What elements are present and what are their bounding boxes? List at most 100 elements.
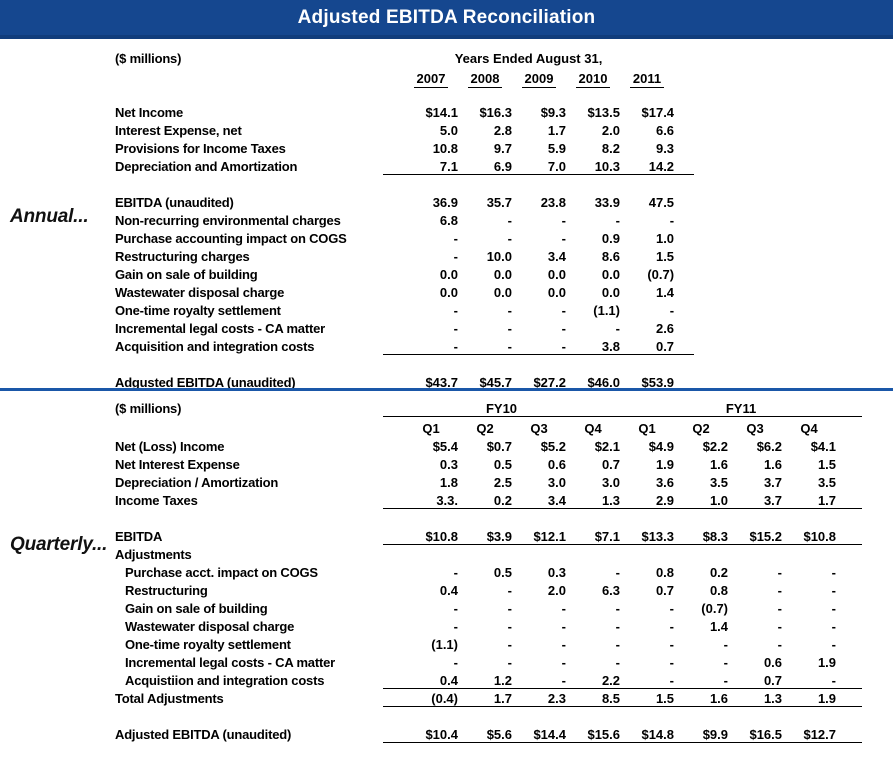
cell-value: 36.9	[432, 195, 458, 210]
cell-value: $15.2	[728, 526, 783, 545]
cell-value: -	[831, 637, 837, 652]
cell-value: -	[777, 565, 783, 580]
cell-value: -	[669, 637, 675, 652]
cell-value: -	[453, 321, 458, 336]
cell-value: $27.2	[533, 375, 566, 390]
quarter-column-header: Q4	[584, 421, 602, 436]
cell-value: 2.5	[493, 475, 512, 490]
cell-value: 5.0	[439, 123, 458, 138]
table-row: Depreciation / Amortization 1.8 2.5 3.0 3.0 3…	[115, 472, 862, 490]
cell-value: -	[669, 213, 675, 228]
cell-value: 10.8	[432, 141, 458, 156]
row-label: Restructuring charges	[115, 249, 250, 264]
cell-value: 8.5	[566, 688, 621, 707]
cell-value: 1.9	[817, 655, 837, 670]
table-row: Acquisition and integration costs - - -3.8 0…	[115, 336, 695, 355]
table-row: Interest Expense, net 5.0 2.8 1.7 2.0 6.6	[115, 120, 694, 138]
cell-value: 1.6	[763, 457, 783, 472]
cell-value: 1.0	[674, 490, 729, 509]
cell-value: 3.8	[566, 336, 620, 355]
cell-value: -	[723, 637, 729, 652]
cell-value: 0.7	[601, 457, 621, 472]
cell-value: $45.7	[479, 375, 512, 390]
cell-value: $14.4	[512, 724, 566, 743]
table-row: Purchase accounting impact on COGS - - - 0.9…	[115, 228, 694, 246]
quarterly-fiscal-year-row: ($ millions) FY10 FY11	[115, 396, 863, 417]
year-column-header: 2011	[620, 66, 674, 88]
cell-value: $13.3	[620, 526, 675, 545]
cell-value: (1.1)	[593, 303, 620, 318]
cell-value: -	[615, 601, 621, 616]
cell-value: 1.5	[655, 249, 675, 264]
cell-value: 0.2	[458, 490, 512, 509]
row-label: Incremental legal costs - CA matter	[115, 321, 325, 336]
cell-value: 0.3	[547, 565, 566, 580]
table-row: Provisions for Income Taxes 10.8 9.7 5.9 8.2…	[115, 138, 694, 156]
cell-value: 1.6	[674, 688, 729, 707]
year-column-header: 2008	[458, 66, 512, 88]
row-label: Provisions for Income Taxes	[115, 141, 286, 156]
row-label: EBITDA (unaudited)	[115, 195, 234, 210]
cell-value: -	[507, 655, 512, 670]
cell-value: -	[561, 637, 566, 652]
annual-ebitda-table: ($ millions) Years Ended August 31, 2007…	[115, 46, 695, 390]
cell-value: -	[561, 231, 566, 246]
cell-value: $43.7	[425, 375, 458, 390]
table-row: Gain on sale of building 0.0 0.0 0.0 0.0 (0.7…	[115, 264, 694, 282]
cell-value: $2.2	[702, 439, 729, 454]
quarterly-section-label: Quarterly...	[10, 534, 108, 555]
cell-value: 2.6	[655, 321, 675, 336]
cell-value: 2.8	[493, 123, 512, 138]
cell-value: -	[615, 213, 620, 228]
cell-value: $14.1	[425, 105, 458, 120]
quarterly-quarter-header-row: Q1 Q2 Q3 Q4 Q1 Q2 Q3 Q4	[115, 416, 862, 436]
cell-value: -	[507, 601, 512, 616]
quarter-column-header: Q2	[476, 421, 494, 436]
row-label: Net (Loss) Income	[115, 439, 225, 454]
cell-value: (0.7)	[701, 601, 729, 616]
cell-value: 1.6	[709, 457, 729, 472]
cell-value: -	[831, 619, 837, 634]
cell-value: 1.2	[458, 670, 512, 689]
cell-value: 1.0	[655, 231, 675, 246]
cell-value: -	[615, 565, 621, 580]
cell-value: -	[777, 583, 783, 598]
cell-value: $16.5	[728, 724, 783, 743]
cell-value: -	[507, 637, 512, 652]
cell-value: 0.8	[709, 583, 729, 598]
row-label: Purchase acct. impact on COGS	[125, 565, 318, 580]
cell-value: $7.1	[566, 526, 621, 545]
cell-value: $15.6	[566, 724, 621, 743]
cell-value: 0.0	[439, 267, 458, 282]
cell-value: 0.0	[493, 285, 512, 300]
cell-value: 1.7	[782, 490, 837, 509]
quarter-column-header: Q2	[692, 421, 710, 436]
cell-value: -	[723, 655, 729, 670]
quarter-column-header: Q1	[638, 421, 656, 436]
cell-value: 0.5	[493, 457, 512, 472]
cell-value: $10.4	[383, 724, 458, 743]
row-label: Income Taxes	[115, 493, 198, 508]
cell-value: $13.5	[587, 105, 620, 120]
cell-value: $4.9	[648, 439, 675, 454]
cell-value: -	[458, 336, 512, 355]
row-label: Restructuring	[125, 583, 208, 598]
cell-value: 47.5	[648, 195, 675, 210]
table-row: EBITDA $10.8 $3.9 $12.1 $7.1 $13.3 $8.3 $15.2 $1…	[115, 526, 863, 545]
table-row: Wastewater disposal charge - - - - - 1.4 - -	[115, 616, 862, 634]
cell-value: -	[831, 565, 837, 580]
table-row: Total Adjustments (0.4) 1.7 2.3 8.5 1.5 1.6 1.3…	[115, 688, 863, 707]
quarterly-units-label: ($ millions)	[115, 401, 182, 416]
cell-value: $3.9	[458, 526, 512, 545]
cell-value: 5.9	[547, 141, 566, 156]
cell-value: 14.2	[620, 156, 675, 175]
cell-value: 2.9	[620, 490, 675, 509]
cell-value: 0.0	[547, 267, 566, 282]
quarter-column-header: Q3	[746, 421, 764, 436]
table-row: EBITDA (unaudited) 36.9 35.7 23.8 33.9 47.5	[115, 192, 694, 210]
cell-value: $6.2	[756, 439, 783, 454]
cell-value: 3.7	[728, 490, 783, 509]
title-banner: Adjusted EBITDA Reconciliation	[0, 0, 893, 39]
row-label: Depreciation and Amortization	[115, 159, 298, 174]
row-label: Purchase accounting impact on COGS	[115, 231, 347, 246]
